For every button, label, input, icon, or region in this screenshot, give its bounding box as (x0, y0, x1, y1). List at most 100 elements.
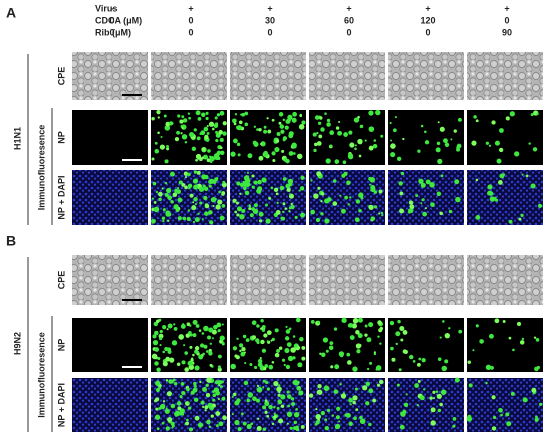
cell-signal (286, 394, 292, 399)
cell-signal (409, 354, 414, 360)
cell-signal (534, 366, 539, 372)
cell-signal (166, 144, 169, 148)
cell-signal (365, 401, 370, 406)
cell-signal (264, 401, 270, 407)
cell-signal (251, 320, 257, 326)
cell-signal (240, 351, 246, 357)
cell-signal (282, 177, 287, 181)
cell-signal (219, 385, 223, 389)
cell-signal (354, 217, 360, 223)
cell-signal (257, 358, 263, 364)
cell-signal (231, 395, 234, 398)
cell-signal (421, 358, 426, 363)
cell-signal (217, 398, 220, 401)
cell-signal (154, 141, 158, 145)
cell-signal (366, 337, 372, 343)
cell-signal (487, 184, 493, 190)
micrograph (467, 170, 543, 225)
cell-signal (232, 346, 238, 351)
cell-signal (319, 352, 322, 355)
cell-signal (457, 117, 462, 122)
cell-signal (248, 204, 252, 208)
cell-signal (167, 219, 170, 222)
cell-signal (185, 421, 189, 426)
cell-signal (246, 171, 250, 174)
cell-signal (351, 323, 357, 329)
cell-signal (325, 158, 331, 164)
cell-signal (154, 356, 158, 360)
cell-signal (314, 142, 318, 147)
cell-signal (180, 132, 183, 135)
strain-label: H1N1 (12, 127, 22, 150)
cell-signal (337, 130, 343, 136)
cell-signal (508, 336, 512, 340)
cell-signal (437, 357, 442, 361)
cell-signal (400, 338, 404, 342)
cell-signal (244, 178, 251, 184)
cell-signal (521, 173, 524, 176)
panel-label: A (6, 5, 16, 21)
cell-signal (298, 390, 304, 396)
cell-signal (171, 340, 178, 346)
cell-signal (257, 362, 263, 368)
cell-signal (295, 317, 301, 323)
cell-signal (195, 153, 202, 160)
cell-signal (185, 333, 190, 338)
cell-signal (342, 160, 347, 165)
cell-signal (204, 203, 210, 209)
cell-signal (244, 111, 249, 116)
cell-signal (170, 199, 174, 204)
cell-signal (297, 153, 303, 160)
cell-signal (266, 340, 269, 343)
cell-signal (498, 147, 504, 153)
cell-signal (161, 216, 166, 220)
cell-signal (157, 356, 161, 361)
cell-signal (325, 349, 329, 353)
cell-signal (490, 366, 494, 370)
cell-signal (273, 415, 277, 419)
cell-signal (275, 192, 279, 196)
cell-signal (173, 204, 179, 210)
cell-signal (218, 190, 221, 194)
cell-signal (166, 187, 172, 194)
condition-value: 90 (502, 27, 512, 37)
cell-signal (271, 422, 275, 426)
cell-signal (505, 116, 510, 121)
micrograph (72, 52, 148, 100)
cell-signal (502, 320, 506, 323)
cell-signal (440, 174, 444, 178)
cell-signal (357, 317, 363, 323)
cell-signal (297, 362, 303, 368)
cell-signal (187, 112, 191, 115)
condition-value: - (111, 3, 114, 13)
cell-signal (260, 141, 266, 147)
cell-signal (195, 324, 200, 328)
cell-signal (205, 383, 209, 387)
cell-signal (488, 144, 492, 147)
cell-signal (368, 388, 374, 394)
cell-signal (154, 347, 160, 352)
cell-signal (193, 197, 198, 202)
cell-signal (281, 216, 285, 221)
cell-signal (184, 185, 188, 190)
cell-signal (348, 130, 353, 135)
cell-signal (317, 389, 323, 395)
cell-signal (424, 207, 427, 210)
cell-signal (253, 141, 259, 147)
cell-signal (352, 400, 356, 405)
cell-signal (472, 349, 475, 352)
cell-signal (453, 129, 457, 133)
cell-signal (208, 178, 215, 184)
cell-signal (236, 398, 241, 403)
cell-signal (232, 118, 237, 124)
cell-signal (278, 418, 284, 424)
cell-signal (324, 218, 330, 224)
cell-signal (221, 341, 225, 345)
cell-signal (362, 385, 368, 391)
cell-signal (263, 129, 268, 134)
cell-signal (395, 342, 398, 346)
cell-signal (209, 342, 212, 345)
cell-signal (275, 210, 281, 215)
micrograph (230, 255, 306, 305)
cell-signal (468, 383, 473, 388)
